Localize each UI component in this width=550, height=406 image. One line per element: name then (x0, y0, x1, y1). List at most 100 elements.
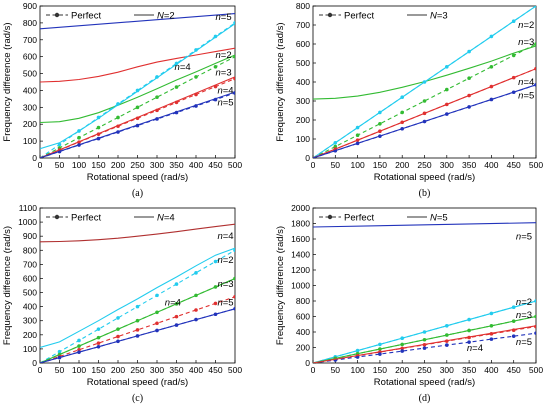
data-point (96, 341, 101, 345)
panel-d: 0 50 100 150 200 250 300 350 400 450 500 0 200 400 600… (275, 203, 543, 404)
y-tick-label: 600 (296, 39, 310, 49)
data-point (135, 328, 140, 332)
x-axis-label: Rotational speed (rad/s) (87, 377, 188, 388)
data-point (77, 135, 81, 140)
data-point (233, 54, 235, 59)
legend: Perfect N=4 (46, 213, 175, 224)
data-point (233, 21, 235, 25)
series-annotation: n=4 (175, 62, 191, 73)
x-tick-label: 150 (373, 365, 387, 375)
x-tick-label: 250 (417, 160, 431, 170)
legend: Perfect N=2 (46, 11, 175, 22)
y-tick-label: 1400 (291, 250, 310, 260)
legend-marker (327, 12, 333, 18)
x-axis-label: Rotational speed (rad/s) (374, 377, 475, 388)
data-point (511, 305, 516, 310)
data-point (534, 324, 536, 329)
data-point (445, 343, 449, 347)
data-point (511, 19, 516, 24)
y-tick-label: 100 (296, 134, 310, 144)
imperfect-series-line (40, 308, 235, 363)
x-tick-label: 300 (440, 160, 454, 170)
series-layer (313, 6, 536, 158)
y-tick-label: 400 (296, 77, 310, 87)
x-tick-label: 100 (351, 160, 365, 170)
x-tick-label: 0 (38, 365, 43, 375)
data-point (77, 338, 81, 343)
data-point (155, 95, 159, 99)
y-tick-label: 0 (32, 153, 37, 163)
y-tick-label: 1100 (19, 203, 38, 213)
x-axis-label: Rotational speed (rad/s) (374, 172, 475, 183)
imperfect-series-line (313, 325, 536, 363)
y-tick-label: 400 (23, 85, 37, 95)
x-tick-label: 450 (208, 365, 222, 375)
x-tick-label: 150 (91, 365, 105, 375)
legend-label-perfect: Perfect (344, 213, 374, 224)
data-point (400, 349, 405, 353)
x-tick-label: 250 (130, 160, 144, 170)
series-annotation: n=5 (216, 12, 232, 23)
legend-marker (54, 12, 60, 18)
data-point (355, 348, 360, 353)
imperfect-series-line (40, 13, 235, 30)
legend: Perfect N=3 (319, 11, 448, 22)
perfect-series-line (40, 22, 235, 158)
x-tick-label: 400 (189, 160, 203, 170)
data-point (233, 294, 235, 299)
imperfect-series-line (40, 76, 235, 158)
data-point (467, 76, 471, 80)
series-annotation: n=4 (217, 231, 233, 242)
y-tick-label: 900 (23, 1, 37, 11)
data-point (511, 334, 516, 338)
y-tick-label: 0 (32, 358, 37, 368)
imperfect-series-line (40, 47, 235, 83)
y-tick-label: 2000 (291, 203, 310, 213)
series-annotation: n=3 (516, 310, 532, 321)
data-point (213, 65, 218, 69)
legend-marker (327, 214, 333, 220)
y-tick-label: 700 (23, 35, 37, 45)
data-point (445, 324, 449, 328)
y-tick-label: 900 (23, 231, 37, 241)
x-axis-label: Rotational speed (rad/s) (87, 172, 188, 183)
data-point (57, 349, 62, 354)
x-tick-label: 200 (395, 365, 409, 375)
data-point (213, 301, 218, 306)
legend-label-perfect: Perfect (71, 11, 101, 22)
x-tick-label: 350 (169, 365, 183, 375)
x-tick-label: 350 (462, 160, 476, 170)
data-point (174, 85, 179, 89)
legend-label-perfect: Perfect (71, 213, 101, 224)
x-tick-label: 50 (55, 365, 65, 375)
x-tick-label: 450 (507, 160, 521, 170)
x-tick-label: 300 (440, 365, 454, 375)
data-point (467, 340, 471, 344)
y-tick-label: 800 (23, 245, 37, 255)
x-tick-label: 200 (111, 160, 125, 170)
data-point (194, 48, 198, 52)
data-point (174, 282, 179, 286)
panel-caption: (a) (132, 188, 143, 199)
imperfect-series-line (40, 223, 235, 243)
series-annotation: n=5 (516, 337, 532, 348)
x-tick-label: 400 (484, 365, 498, 375)
plot-frame (39, 5, 236, 159)
y-tick-label: 800 (296, 1, 310, 11)
legend-marker (54, 214, 60, 220)
y-tick-label: 300 (296, 96, 310, 106)
series-annotation: n=5 (217, 297, 233, 308)
y-tick-label: 600 (23, 52, 37, 62)
series-annotation: n=4 (467, 343, 483, 354)
data-point (378, 122, 382, 126)
data-point (534, 299, 536, 303)
series-annotation: n=2 (516, 297, 532, 308)
series-annotation: n=2 (216, 50, 232, 61)
x-tick-label: 500 (228, 160, 242, 170)
series-annotation: n=3 (216, 68, 232, 79)
y-tick-label: 1000 (18, 217, 37, 227)
series-annotation: n=3 (518, 37, 534, 48)
series-annotation: n=2 (518, 20, 534, 31)
imperfect-series-line (313, 222, 536, 228)
